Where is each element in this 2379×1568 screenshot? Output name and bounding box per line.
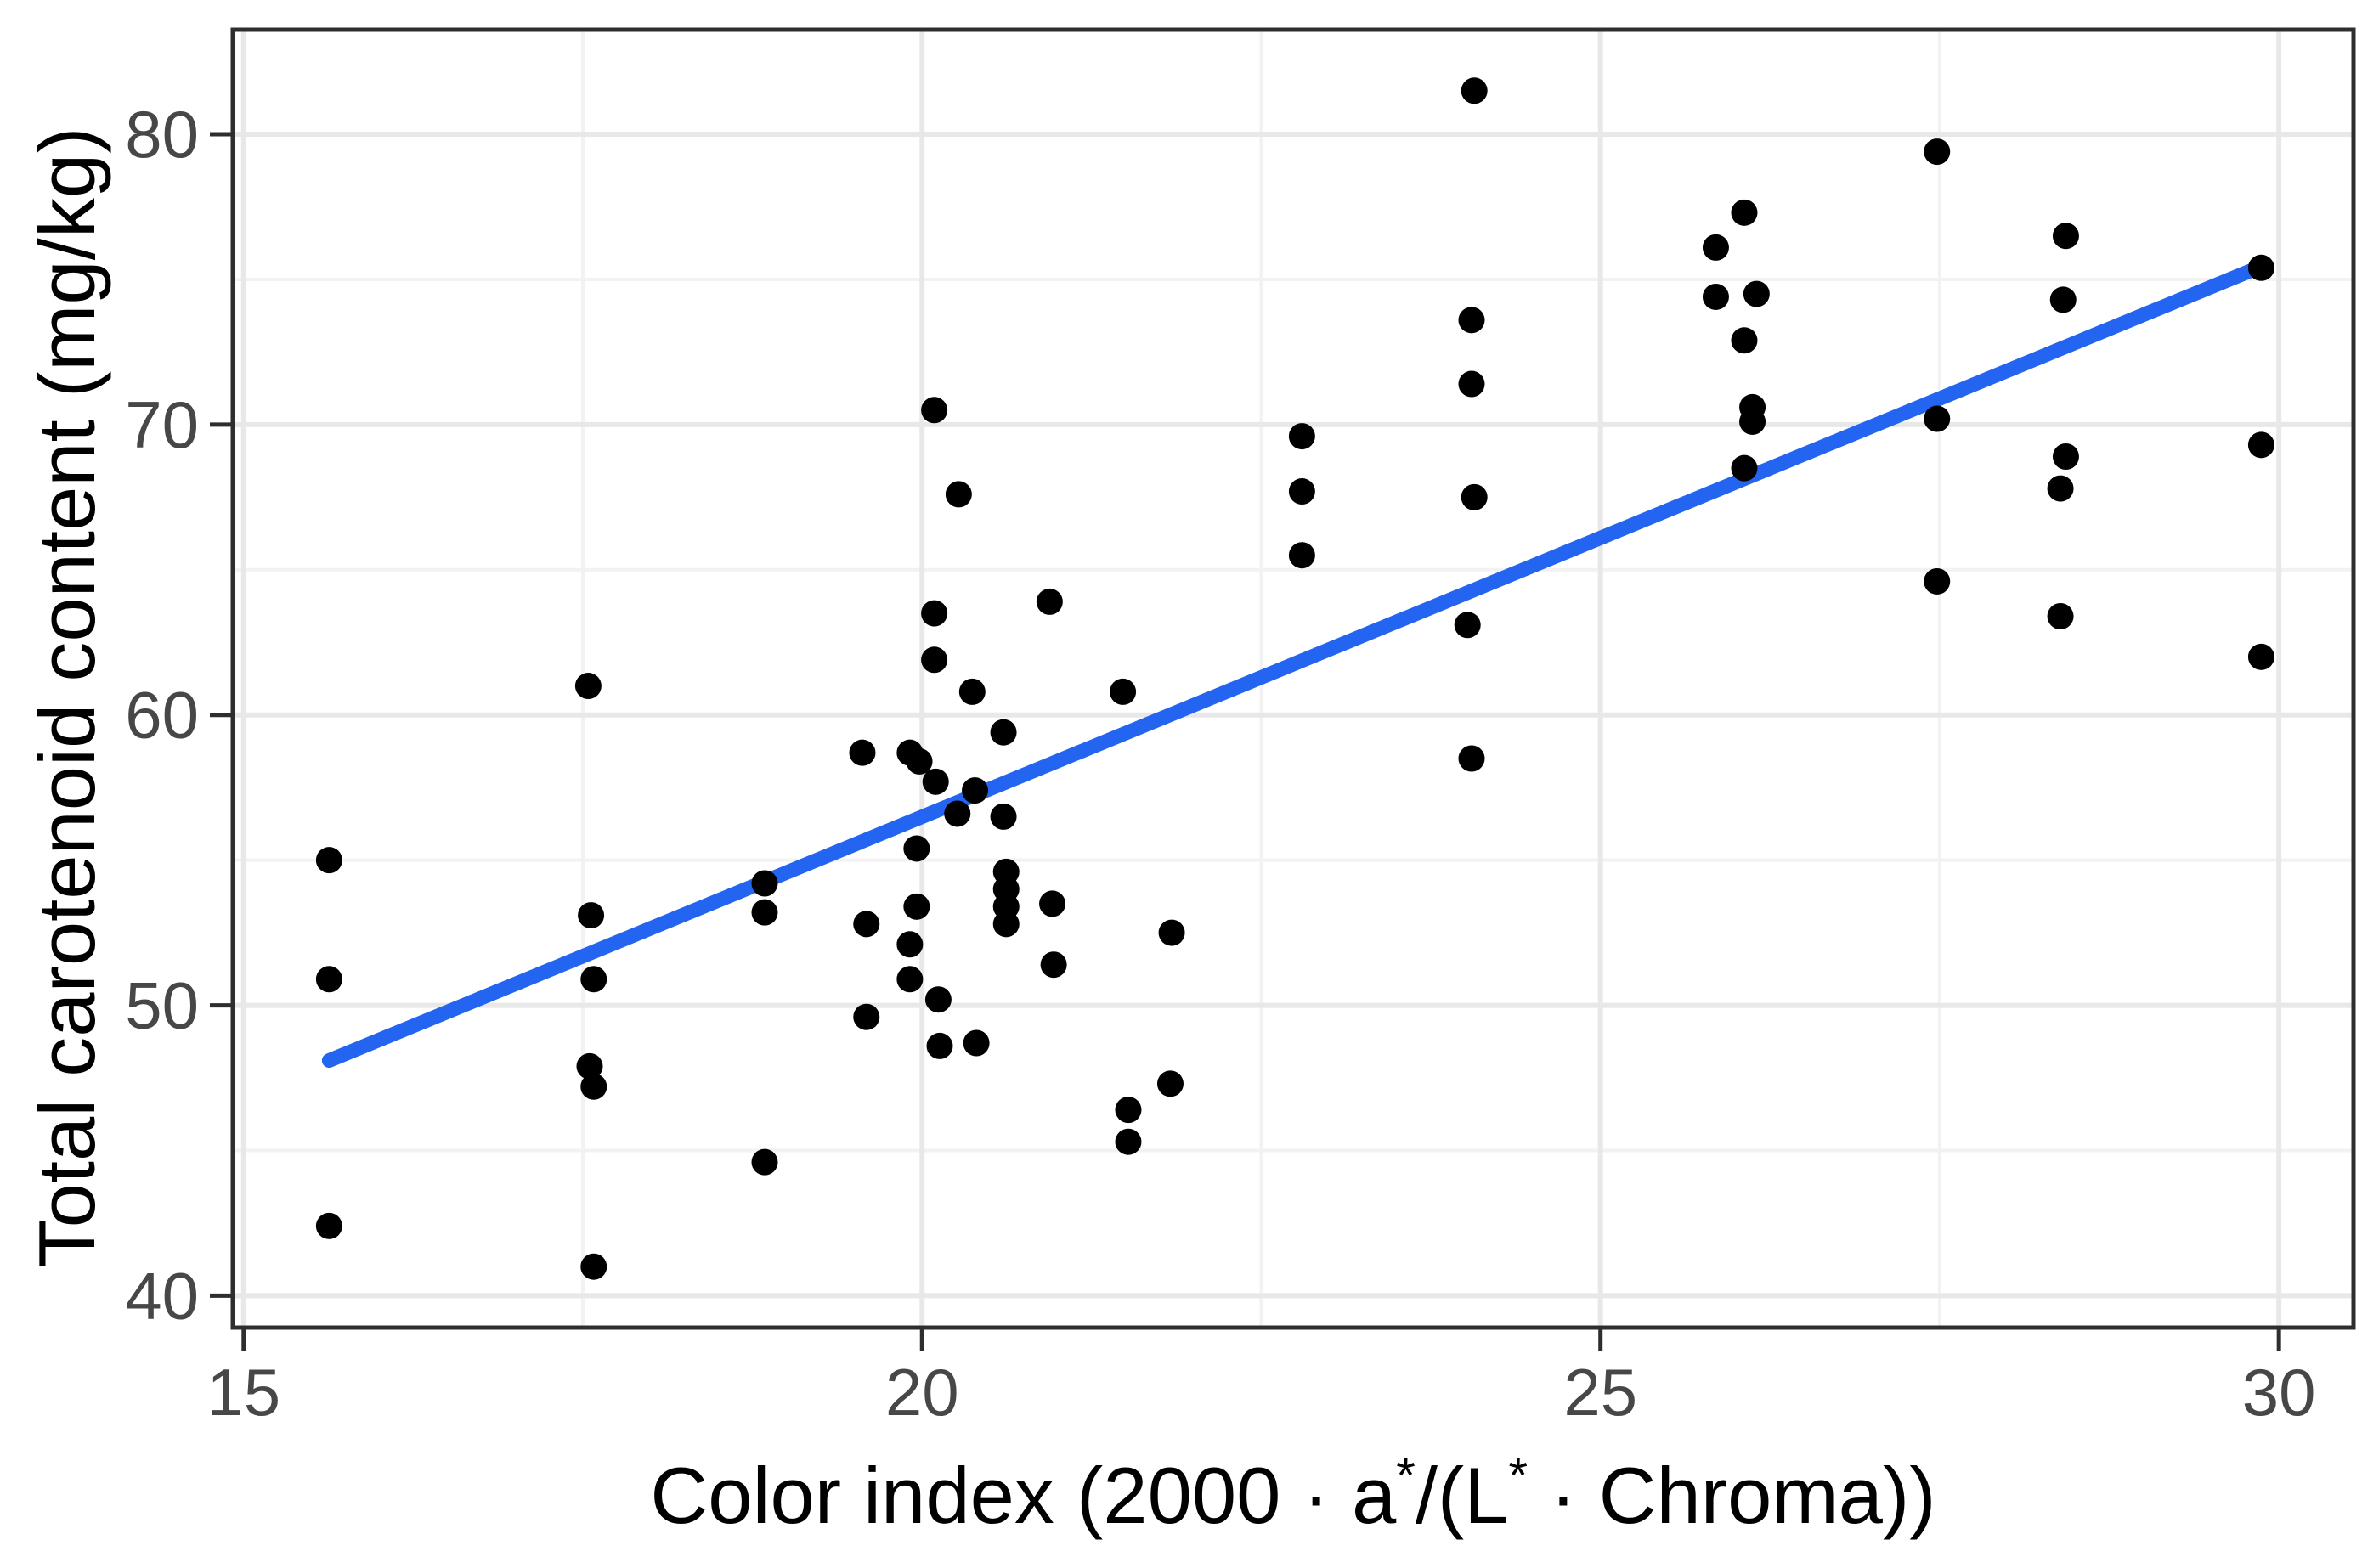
data-point: [906, 747, 933, 775]
plot-panel: [233, 30, 2354, 1328]
data-point: [2052, 443, 2079, 470]
data-point: [1288, 542, 1315, 569]
data-point: [2047, 475, 2074, 502]
data-point: [990, 719, 1017, 746]
data-point: [1115, 1097, 1142, 1124]
data-point: [751, 870, 778, 897]
data-point: [1731, 199, 1758, 226]
data-point: [580, 966, 607, 993]
data-point: [1458, 745, 1485, 772]
data-point: [1110, 678, 1137, 705]
x-axis-title-part: · Chroma)): [1528, 1451, 1936, 1540]
data-point: [2247, 643, 2274, 670]
data-point: [1036, 588, 1063, 615]
data-point: [1458, 370, 1485, 398]
data-point: [574, 673, 602, 700]
data-point: [1454, 612, 1481, 639]
data-point: [1039, 890, 1066, 917]
data-point: [990, 803, 1017, 830]
x-axis-title-superscript: *: [1396, 1448, 1416, 1504]
data-point: [924, 986, 952, 1013]
y-tick-label: 40: [125, 1258, 199, 1333]
data-point: [315, 966, 342, 993]
data-point: [2052, 223, 2079, 250]
data-point: [1739, 408, 1766, 435]
data-point: [751, 899, 778, 926]
y-tick-label: 70: [125, 387, 199, 462]
data-point: [751, 1148, 778, 1176]
data-point: [1731, 327, 1758, 354]
data-point: [2047, 603, 2074, 630]
data-point: [1702, 283, 1729, 310]
data-point: [2049, 286, 2077, 313]
data-point: [921, 600, 948, 627]
data-point: [926, 1032, 953, 1059]
data-point: [1702, 234, 1729, 261]
data-point: [962, 777, 989, 804]
data-point: [903, 835, 930, 862]
data-point: [1115, 1128, 1142, 1155]
data-point: [315, 1212, 342, 1239]
data-point: [849, 739, 876, 766]
data-point: [1458, 307, 1485, 334]
data-point: [958, 678, 986, 705]
panel-border: [230, 27, 2356, 1330]
data-point: [578, 902, 605, 929]
data-point: [896, 966, 924, 993]
data-point: [1158, 919, 1185, 946]
data-point: [1924, 138, 1951, 166]
data-point: [1288, 423, 1315, 450]
data-point: [1461, 483, 1488, 510]
data-point: [944, 800, 971, 827]
x-axis-title-part: /(L: [1415, 1451, 1509, 1540]
data-point: [853, 1003, 880, 1030]
data-point: [1461, 77, 1488, 104]
data-point: [1924, 567, 1951, 595]
y-tick-label: 60: [125, 678, 199, 753]
data-point: [576, 1052, 603, 1080]
x-tick-label: 25: [1563, 1355, 1637, 1430]
data-point: [1288, 478, 1315, 505]
data-point: [2247, 254, 2274, 281]
data-point: [1924, 405, 1951, 432]
x-axis-title: Color index (2000 · a*/(L* · Chroma)): [233, 1441, 2354, 1551]
data-point: [921, 397, 948, 424]
x-axis-title-superscript: *: [1508, 1448, 1529, 1504]
data-point: [1731, 454, 1758, 482]
data-point: [992, 911, 1020, 938]
data-point: [963, 1029, 990, 1057]
y-tick-label: 50: [125, 968, 199, 1043]
data-point: [1156, 1070, 1184, 1097]
x-tick-label: 20: [885, 1355, 959, 1430]
y-axis-title: Total carotenoid content (mg/kg): [22, 127, 111, 1268]
data-point: [903, 893, 930, 920]
y-tick-label: 80: [125, 97, 199, 172]
x-tick-label: 30: [2242, 1355, 2316, 1430]
data-point: [2247, 431, 2274, 459]
data-point: [580, 1253, 607, 1280]
data-point: [1040, 951, 1067, 979]
data-point: [945, 481, 972, 508]
x-tick-label: 15: [206, 1355, 280, 1430]
data-point: [315, 847, 342, 874]
data-point: [922, 768, 949, 795]
data-point: [853, 911, 880, 938]
data-point: [896, 931, 924, 958]
x-axis-title-part: Color index (2000 · a: [650, 1451, 1397, 1540]
data-point: [580, 1073, 607, 1100]
data-point: [921, 646, 948, 674]
trend-line: [321, 259, 2269, 1069]
data-point: [1743, 280, 1770, 307]
